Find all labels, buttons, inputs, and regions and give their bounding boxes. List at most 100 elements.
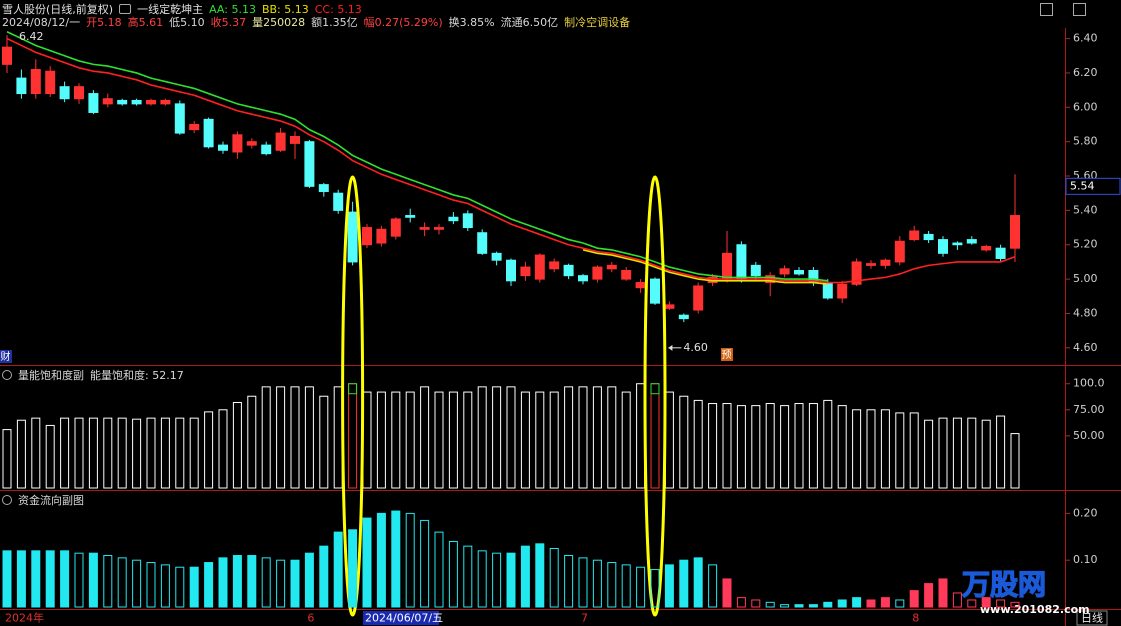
quote-item: 制冷空调设备 xyxy=(564,16,631,29)
header-row: 雪人股份(日线,前复权) 一线定乾坤主 AA: 5.13 BB: 5.13 CC: … xyxy=(2,1,362,17)
bar xyxy=(938,417,948,489)
icon xyxy=(119,4,132,14)
bar xyxy=(146,417,156,489)
candle-body xyxy=(189,123,200,131)
candle-body xyxy=(203,118,214,148)
y-tick-label: 50.00 xyxy=(1073,429,1105,442)
candle-body xyxy=(606,264,617,270)
candle-body xyxy=(578,275,588,282)
highlight-ellipse xyxy=(643,175,667,617)
candle-body xyxy=(750,264,761,277)
candle-body xyxy=(333,192,344,211)
bar xyxy=(463,545,473,608)
legend-entry: BB: 5.13 xyxy=(261,2,309,16)
bar xyxy=(189,566,199,608)
bar xyxy=(88,552,98,608)
fin-tag-box xyxy=(0,350,12,363)
candle-body xyxy=(88,93,99,113)
highlight-cap xyxy=(348,383,358,395)
quote-item: 量250028 xyxy=(252,16,306,29)
bar xyxy=(679,395,689,489)
bar xyxy=(952,592,962,608)
bar xyxy=(492,552,502,608)
bar xyxy=(290,559,300,608)
bar xyxy=(564,555,574,608)
candle-body xyxy=(923,233,934,241)
bar xyxy=(448,540,458,608)
candle-body xyxy=(894,240,905,263)
bar xyxy=(578,557,588,608)
candle-body xyxy=(952,242,963,246)
bar xyxy=(146,562,156,608)
candle-body xyxy=(938,239,948,254)
candle-body xyxy=(74,86,84,100)
candle-body xyxy=(549,261,560,270)
quote-row: 2024/08/12/一 开5.18 高5.61 低5.10 收5.37 量250028 额… xyxy=(2,14,630,30)
bar xyxy=(621,391,631,489)
candle-body xyxy=(434,227,444,230)
candle-body xyxy=(347,211,358,263)
quote-item: 流通6.50亿 xyxy=(500,16,559,29)
bar xyxy=(448,391,458,489)
bar xyxy=(924,419,934,489)
bar xyxy=(751,599,761,608)
bar xyxy=(621,564,631,608)
candle-body xyxy=(304,141,315,187)
bar xyxy=(765,403,775,489)
bar xyxy=(636,566,646,608)
x-tick-label: 8 xyxy=(912,612,919,625)
bar xyxy=(362,517,372,608)
bar xyxy=(376,512,386,608)
candle-body xyxy=(45,70,56,95)
watermark-url: www.201082.com xyxy=(980,603,1090,616)
bar xyxy=(31,417,41,489)
panel-header: 资金流向副图 xyxy=(2,492,84,508)
candle-body xyxy=(736,244,747,280)
bar xyxy=(808,604,818,608)
bar xyxy=(60,550,70,608)
bar xyxy=(420,519,430,608)
fin-tag: 财 xyxy=(1,350,11,363)
candle-body xyxy=(275,132,286,151)
candle-body xyxy=(851,261,862,285)
bar xyxy=(895,599,905,608)
candle-body xyxy=(160,99,171,105)
bar xyxy=(765,601,775,608)
bar xyxy=(535,543,545,608)
legend-entry: CC: 5.13 xyxy=(314,2,362,16)
candle-body xyxy=(866,263,876,266)
toolbar-icon[interactable] xyxy=(1073,3,1086,16)
candle-body xyxy=(722,252,732,280)
bar xyxy=(405,391,415,489)
bar xyxy=(477,386,487,489)
candle-body xyxy=(246,141,257,146)
bar xyxy=(218,557,228,608)
bar xyxy=(751,405,761,489)
bar xyxy=(247,395,257,489)
y-tick-label: 6.20 xyxy=(1073,66,1098,79)
x-tick-label: 2024年 xyxy=(5,611,44,625)
high-annotation: 6.42 xyxy=(19,30,44,43)
candle-body xyxy=(621,270,632,280)
bar xyxy=(261,557,271,608)
bar xyxy=(506,386,516,489)
candle-body xyxy=(448,216,459,222)
bar xyxy=(607,386,617,489)
bar xyxy=(880,597,890,608)
bar xyxy=(549,548,559,608)
bar xyxy=(736,597,746,608)
bar xyxy=(117,417,127,489)
candle-body xyxy=(650,278,660,304)
candle-body xyxy=(419,227,430,230)
bar xyxy=(160,564,170,608)
bar xyxy=(319,395,329,489)
bar xyxy=(492,386,502,489)
candle-body xyxy=(1010,215,1020,249)
bar xyxy=(837,405,847,489)
bar xyxy=(45,424,55,489)
bar xyxy=(852,409,862,489)
bar xyxy=(434,391,444,489)
bar xyxy=(952,417,962,489)
toolbar-icon[interactable] xyxy=(1040,3,1053,16)
